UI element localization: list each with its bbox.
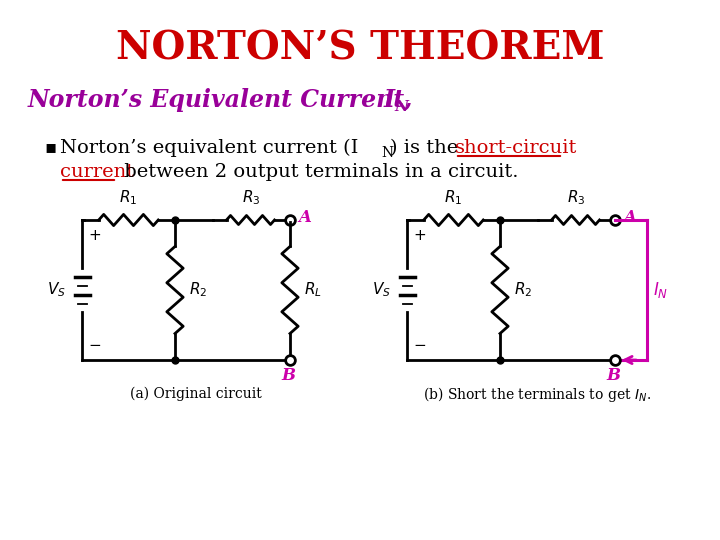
Text: $V_S$: $V_S$ <box>372 281 391 299</box>
Text: B: B <box>606 368 620 384</box>
Text: $V_S$: $V_S$ <box>48 281 66 299</box>
Text: N: N <box>394 100 408 114</box>
Text: $R_1$: $R_1$ <box>120 188 138 207</box>
Text: −: − <box>89 338 102 353</box>
Text: I: I <box>384 88 395 112</box>
Text: A: A <box>623 208 636 226</box>
Text: (b) Short the terminals to get $I_N$.: (b) Short the terminals to get $I_N$. <box>423 384 651 403</box>
Text: (a) Original circuit: (a) Original circuit <box>130 387 262 401</box>
Text: $R_2$: $R_2$ <box>514 281 532 299</box>
Text: $R_2$: $R_2$ <box>189 281 207 299</box>
Text: B: B <box>281 368 295 384</box>
Text: +: + <box>413 227 426 242</box>
Text: Norton’s equivalent current (I: Norton’s equivalent current (I <box>60 139 359 157</box>
Text: between 2 output terminals in a circuit.: between 2 output terminals in a circuit. <box>118 163 518 181</box>
Text: ▪: ▪ <box>44 138 56 156</box>
Text: short-circuit: short-circuit <box>455 139 577 157</box>
Text: N: N <box>381 146 393 160</box>
Text: $R_1$: $R_1$ <box>444 188 463 207</box>
Text: +: + <box>89 227 102 242</box>
Text: −: − <box>413 338 426 353</box>
Text: $I_N$: $I_N$ <box>653 280 668 300</box>
Text: $R_3$: $R_3$ <box>242 188 261 207</box>
Text: $R_L$: $R_L$ <box>304 281 322 299</box>
Text: $R_3$: $R_3$ <box>567 188 586 207</box>
Text: NORTON’S THEOREM: NORTON’S THEOREM <box>116 29 604 67</box>
Text: A: A <box>298 208 311 226</box>
Text: ) is the: ) is the <box>390 139 464 157</box>
Text: Norton’s Equivalent Current,: Norton’s Equivalent Current, <box>28 88 422 112</box>
Text: current: current <box>60 163 134 181</box>
